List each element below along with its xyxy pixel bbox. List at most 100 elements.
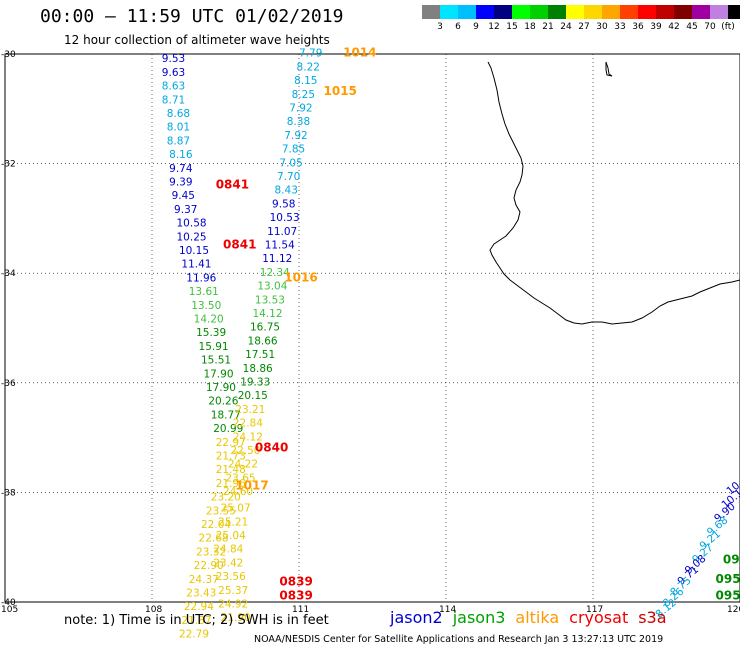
swh-value: 22.50 xyxy=(230,445,260,457)
swh-value: 13.50 xyxy=(191,300,221,312)
wave-height-values: 9.53 9.63 8.638.71 8.68 8.018.87 8.16 9.74 9.39… xyxy=(162,48,740,641)
legend-swatch xyxy=(548,5,566,19)
swh-value: 23.42 xyxy=(213,557,243,569)
swh-value: 11.07 xyxy=(267,226,297,238)
swh-value: 21.90 xyxy=(221,612,251,624)
lat-label: -40 xyxy=(1,598,16,608)
legend-swatch xyxy=(512,5,530,19)
lon-label: 105 xyxy=(1,605,18,615)
lon-label: 114 xyxy=(439,605,456,615)
legend-label: 36 xyxy=(632,22,644,32)
swh-value: 9.45 xyxy=(172,190,195,202)
legend-label: 30 xyxy=(596,22,608,32)
pass-time: 0841 xyxy=(223,238,256,252)
legend-swatch xyxy=(584,5,602,19)
graticule xyxy=(4,53,740,603)
legend-label: 33 xyxy=(614,22,626,32)
swh-value: 7.70 xyxy=(277,171,300,183)
swh-value: 13.53 xyxy=(255,294,285,306)
swh-value: 24.37 xyxy=(189,574,219,586)
swh-value: 10.53 xyxy=(270,212,300,224)
swh-value: 10.15 xyxy=(179,245,209,257)
swh-value: 17.90 xyxy=(206,382,236,394)
legend-swatch xyxy=(530,5,548,19)
swh-value: 23.21 xyxy=(235,404,265,416)
pass-time: 0952 xyxy=(716,572,740,586)
swh-value: 15.39 xyxy=(196,327,226,339)
legend-swatch xyxy=(728,5,740,19)
swh-value: 22.97 xyxy=(216,437,246,449)
legend-label: 18 xyxy=(524,22,536,32)
latitude-labels: -30 -32 -34 -36 -38 -40 xyxy=(1,50,16,608)
swh-value: 23.56 xyxy=(216,571,246,583)
swh-value: 9.63 xyxy=(162,67,185,79)
swh-value: 8.87 xyxy=(167,135,190,147)
swh-value: 11.41 xyxy=(181,259,211,271)
swh-value: 20.15 xyxy=(238,390,268,402)
lat-label: -38 xyxy=(1,488,16,498)
pass-time: 0839 xyxy=(279,588,312,602)
satellite-jason2: jason2 xyxy=(390,608,443,627)
lon-label: 108 xyxy=(145,605,162,615)
legend-swatch xyxy=(638,5,656,19)
swh-value: 23.55 xyxy=(206,505,236,517)
swh-value: 9.74 xyxy=(169,163,193,175)
legend-label: 3 xyxy=(437,22,443,32)
swh-value: 15.91 xyxy=(199,341,229,353)
swh-value: 18.66 xyxy=(248,335,278,347)
swh-value: 20.99 xyxy=(213,423,243,435)
swh-value: 9.39 xyxy=(169,177,192,189)
legend-label: 42 xyxy=(668,22,680,32)
legend-swatch xyxy=(692,5,710,19)
pass-time: 1017 xyxy=(235,479,268,493)
legend-label: 39 xyxy=(650,22,662,32)
swh-value: 22.84 xyxy=(233,418,263,430)
lon-label: 117 xyxy=(586,605,603,615)
swh-value: 24.12 xyxy=(233,431,263,443)
swh-value: 8.68 xyxy=(167,108,190,120)
lat-label: -34 xyxy=(1,269,16,279)
legend-label: 12 xyxy=(488,22,500,32)
swh-value: 8.43 xyxy=(275,185,298,197)
swh-value: 8.63 xyxy=(162,81,185,93)
swh-value: 25.07 xyxy=(221,503,251,515)
page-subtitle: 12 hour collection of altimeter wave hei… xyxy=(64,33,330,47)
longitude-labels: 105 108 111 114 117 120 xyxy=(1,605,740,615)
legend-label: 9 xyxy=(473,22,479,32)
legend-label: 45 xyxy=(686,22,698,32)
swh-value: 7.85 xyxy=(282,144,305,156)
swh-value: 19.33 xyxy=(240,377,270,389)
swh-value: 13.61 xyxy=(189,286,219,298)
australia-coastline xyxy=(487,61,740,325)
legend-swatch xyxy=(476,5,494,19)
swh-value: 22.90 xyxy=(194,560,224,572)
swh-value: 14.20 xyxy=(194,314,224,326)
lon-label: 120 xyxy=(727,605,740,615)
swh-value: 22.79 xyxy=(179,629,209,641)
satellite-altika: altika xyxy=(515,608,560,627)
legend-swatch xyxy=(656,5,674,19)
pass-time: 0839 xyxy=(279,575,312,589)
lat-label: -30 xyxy=(1,50,16,60)
legend-swatch xyxy=(710,5,728,19)
legend-swatch xyxy=(620,5,638,19)
swh-value: 24.22 xyxy=(228,459,258,471)
legend-swatch xyxy=(674,5,692,19)
swh-value: 9.58 xyxy=(272,198,295,210)
swh-value: 21.96 xyxy=(216,478,246,490)
swh-value: 12.34 xyxy=(260,267,290,279)
swh-value: 15.51 xyxy=(201,355,231,367)
swh-value: 9.37 xyxy=(174,204,197,216)
legend-label: 21 xyxy=(542,22,554,32)
legend-swatch xyxy=(422,5,440,19)
pass-time: 09 xyxy=(723,553,740,567)
legend-label: 15 xyxy=(506,22,518,32)
swh-value: 21.48 xyxy=(216,464,246,476)
swh-value: 11.12 xyxy=(262,253,292,265)
swh-value: 21.73 xyxy=(216,451,246,463)
legend-swatch xyxy=(494,5,512,19)
swh-value: 24.92 xyxy=(218,598,248,610)
swh-value: 10.58 xyxy=(177,218,207,230)
map-frame xyxy=(4,53,740,603)
